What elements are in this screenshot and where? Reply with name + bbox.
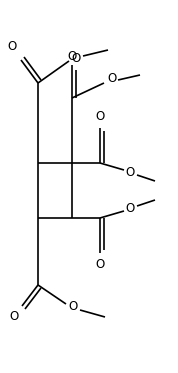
Text: O: O bbox=[125, 166, 135, 179]
Text: O: O bbox=[7, 41, 17, 53]
Text: O: O bbox=[107, 72, 117, 85]
Text: O: O bbox=[125, 201, 135, 214]
Text: O: O bbox=[95, 110, 105, 123]
Text: O: O bbox=[67, 50, 77, 63]
Text: O: O bbox=[9, 310, 19, 323]
Text: O: O bbox=[95, 257, 105, 270]
Text: O: O bbox=[71, 51, 81, 65]
Text: O: O bbox=[68, 301, 78, 313]
